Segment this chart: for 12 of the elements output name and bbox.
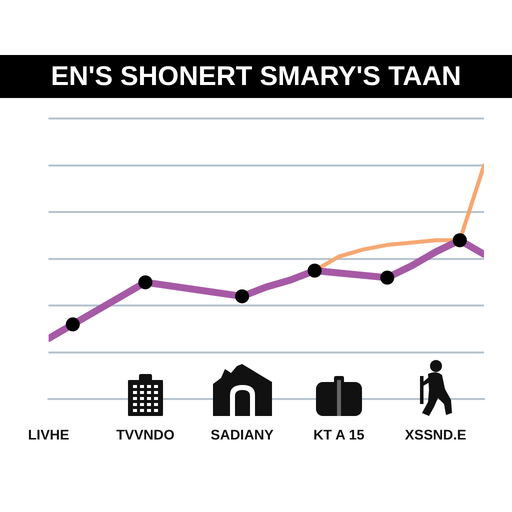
x-tick-label: XSSND.E — [404, 426, 466, 442]
point — [380, 270, 394, 285]
x-tick-label: LIVHE — [28, 426, 70, 442]
point — [308, 264, 322, 278]
point — [235, 289, 250, 304]
point — [452, 233, 467, 248]
chart-title: EN'S SHONERT SMARY'S TAAN — [50, 61, 462, 91]
point — [138, 275, 152, 290]
x-tick-label: SADIANY — [210, 426, 274, 442]
x-tick-label: KT A 15 — [313, 426, 365, 442]
x-tick-label: TVVNDO — [116, 426, 175, 442]
point — [66, 317, 80, 332]
